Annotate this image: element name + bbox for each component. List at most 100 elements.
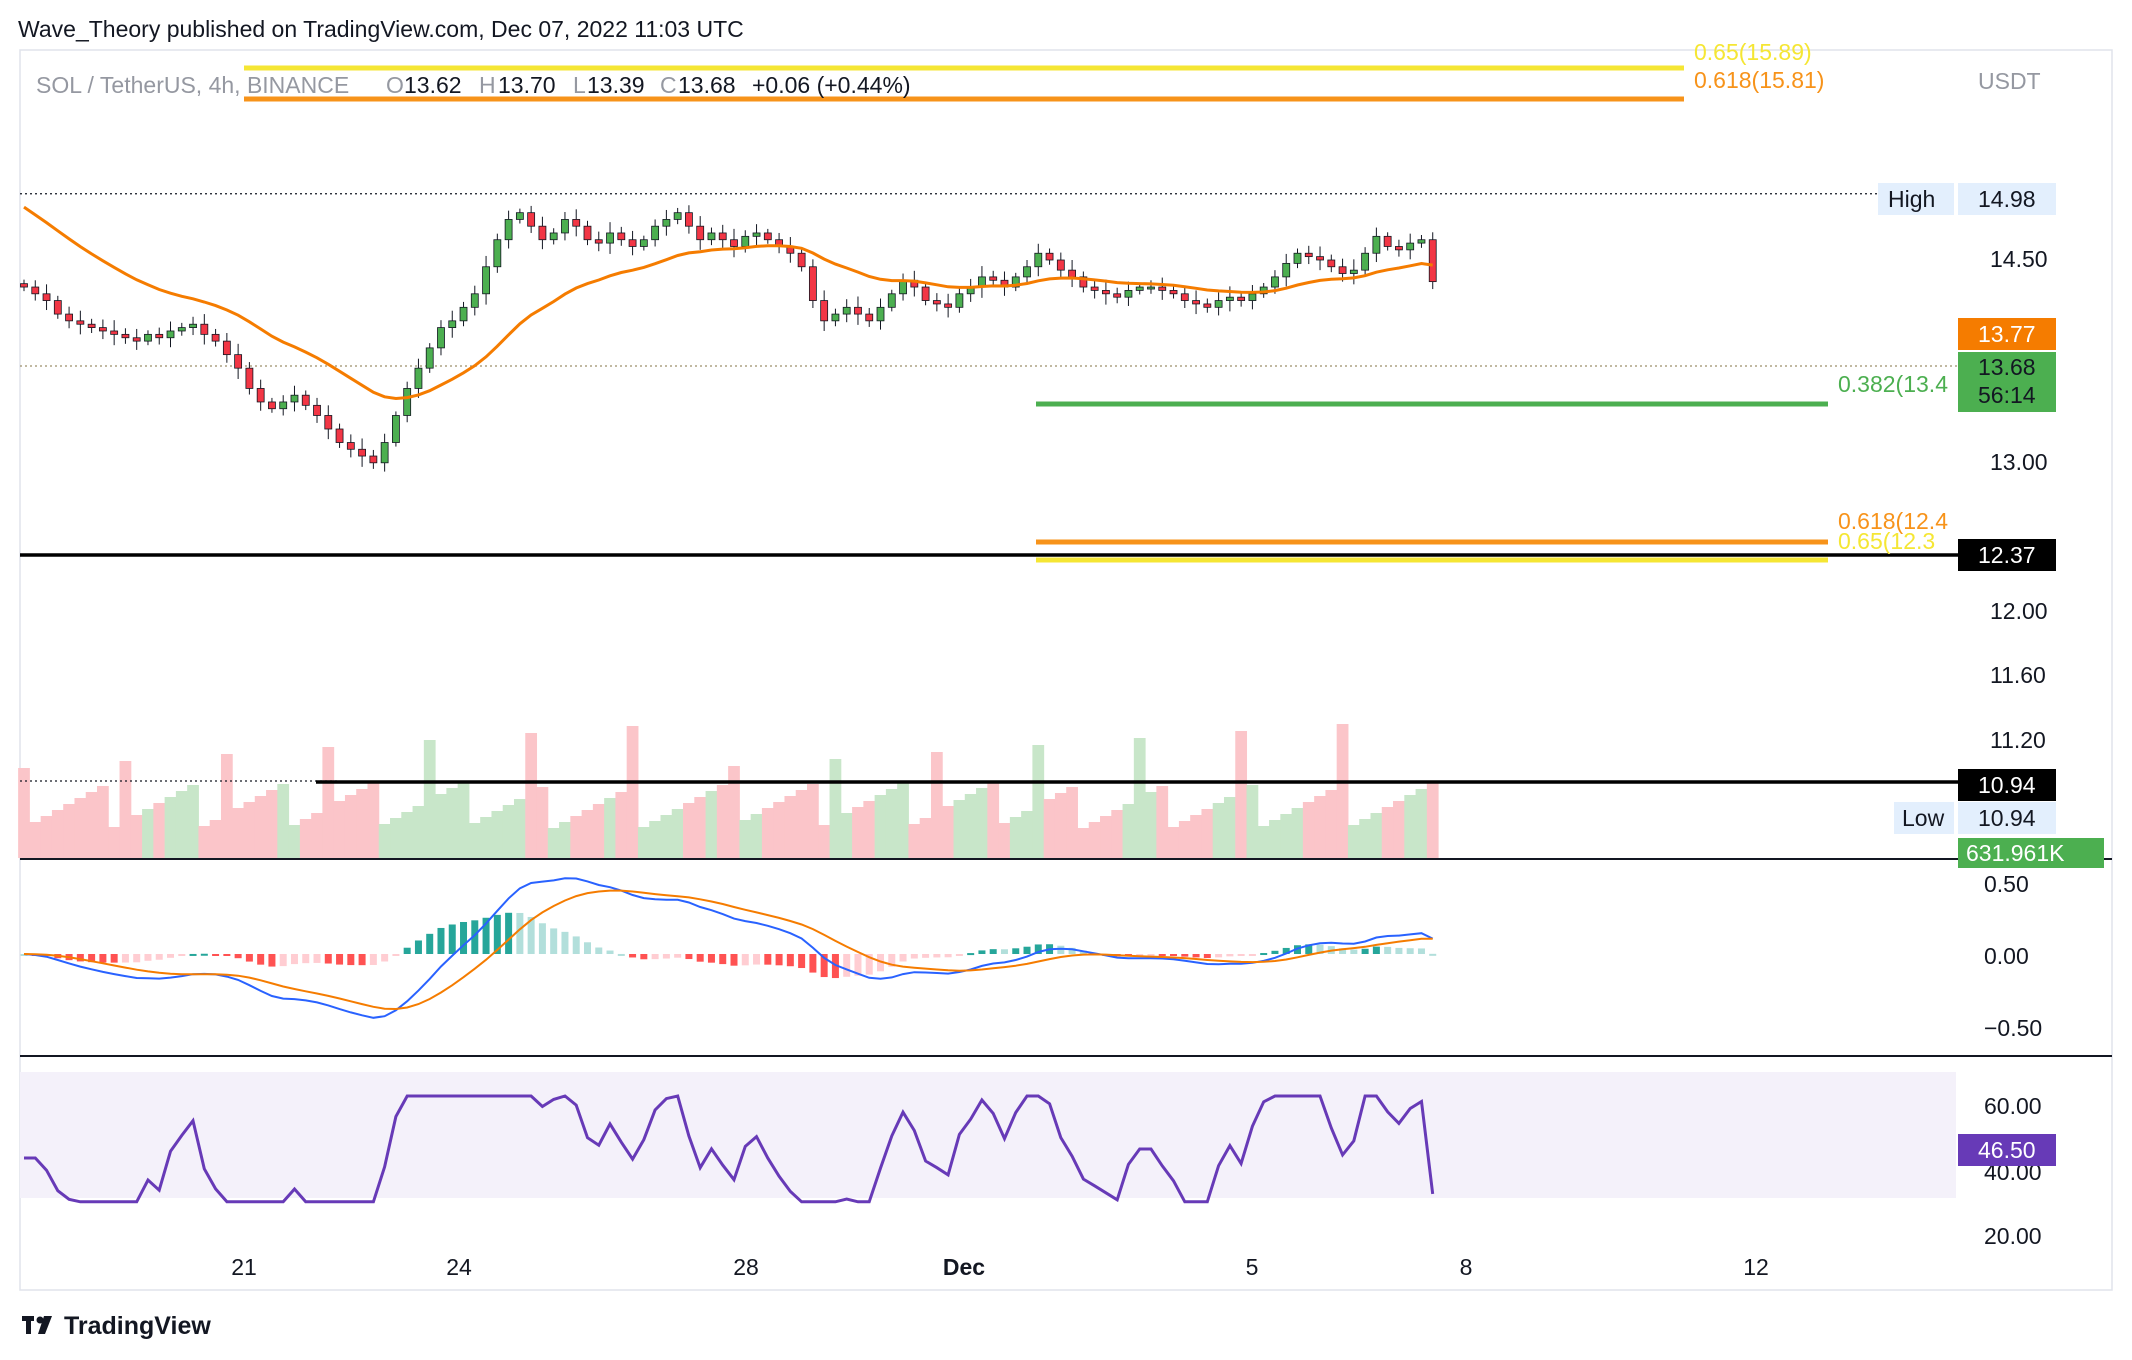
candle-body — [211, 333, 220, 342]
macd-histogram-bar — [786, 954, 794, 967]
fib-label-0618-low: 0.618(12.4 — [1838, 508, 1948, 534]
candle-body — [1113, 293, 1122, 298]
candle-body — [346, 442, 355, 450]
candle — [1090, 278, 1099, 299]
volume-bar — [964, 794, 977, 858]
candle-body — [1338, 266, 1347, 274]
candle — [1327, 254, 1336, 273]
candle-body — [797, 252, 806, 268]
volume-bar — [513, 799, 526, 858]
candle-body — [155, 333, 164, 339]
candle-body — [617, 232, 626, 241]
volume-area — [18, 724, 1439, 858]
candle-body — [459, 306, 468, 322]
candle-body — [820, 300, 829, 322]
candle — [177, 322, 186, 336]
candle-body — [121, 333, 130, 339]
macd-histogram-bar — [1068, 947, 1076, 954]
candle-body — [425, 347, 434, 369]
macd-histogram-bar — [595, 947, 603, 954]
candle-body — [831, 313, 840, 322]
candle — [1406, 233, 1415, 260]
candle-body — [696, 225, 705, 241]
candle-body — [403, 388, 412, 416]
fib-label-0382: 0.382(13.4 — [1838, 371, 1948, 397]
volume-bar — [412, 806, 425, 858]
macd-histogram-bar — [753, 954, 761, 965]
candle — [1102, 279, 1110, 305]
candle-body — [865, 313, 874, 322]
candle — [606, 222, 614, 254]
fib-label-065-low: 0.65(12.3 — [1838, 528, 1935, 554]
candle-body — [685, 212, 693, 227]
candle — [403, 381, 412, 423]
candle-body — [854, 306, 862, 315]
volume-bar — [367, 783, 380, 858]
macd-histogram-bar — [854, 954, 862, 976]
candle — [132, 328, 141, 350]
candle — [1349, 259, 1358, 285]
candle-body — [1225, 296, 1234, 301]
macd-histogram-bar — [448, 924, 456, 954]
macd-histogram-bar — [482, 917, 490, 954]
macd-histogram-bar — [1000, 949, 1008, 954]
candle-body — [144, 333, 152, 342]
macd-histogram-bar — [1372, 946, 1380, 954]
candle — [527, 205, 536, 233]
candle — [1316, 246, 1324, 271]
macd-histogram-bar — [471, 920, 479, 954]
candle-body — [504, 219, 513, 241]
candle-body — [110, 330, 119, 335]
candle-body — [245, 367, 254, 389]
candle-body — [707, 232, 716, 241]
volume-bar — [390, 818, 402, 858]
volume-bar — [581, 810, 594, 858]
volume-bar — [209, 820, 222, 858]
support-price-text: 12.37 — [1978, 542, 2036, 568]
candle — [1045, 248, 1054, 265]
volume-bar — [108, 827, 121, 858]
candle — [538, 216, 547, 250]
candle — [234, 343, 243, 379]
candle — [763, 228, 772, 244]
candle — [910, 270, 919, 297]
candle-body — [842, 306, 851, 315]
candle — [718, 224, 727, 248]
candle — [1304, 245, 1313, 265]
ohlc-symbol: SOL / TetherUS, 4h, BINANCE — [36, 72, 349, 98]
candle-body — [437, 327, 445, 349]
macd-histogram-bar — [200, 953, 208, 956]
macd-histogram-bar — [1158, 954, 1166, 956]
candle-body — [1293, 252, 1302, 264]
macd-histogram-bar — [505, 912, 513, 954]
candle — [1000, 271, 1009, 296]
macd-histogram-bar — [76, 954, 84, 962]
macd-histogram-bar — [899, 954, 907, 962]
candle — [685, 205, 693, 234]
candle — [617, 226, 626, 246]
candle — [583, 220, 592, 246]
candle — [1180, 286, 1189, 308]
volume-bar — [570, 816, 583, 858]
volume-bar — [919, 818, 932, 858]
volume-bar — [1201, 809, 1214, 858]
time-tick-label: Dec — [943, 1254, 985, 1280]
candle-body — [944, 303, 953, 308]
volume-bar — [1009, 817, 1022, 858]
time-tick-label: 21 — [231, 1254, 257, 1280]
rsi-value-tag — [1958, 1134, 2056, 1166]
candle — [166, 321, 175, 348]
volume-bar — [761, 808, 774, 858]
macd-histogram-bar — [1350, 949, 1358, 954]
candle — [20, 279, 28, 292]
volume-bar — [1212, 803, 1225, 858]
volume-bar — [784, 796, 797, 858]
high-tag-value-bg — [1958, 183, 2056, 215]
candle-body — [932, 300, 941, 305]
candle — [245, 362, 254, 395]
candle-body — [606, 232, 614, 244]
price-tick-label: 13.00 — [1990, 449, 2048, 475]
candle-body — [1327, 259, 1336, 268]
ohlc-h-label: H — [479, 72, 496, 98]
